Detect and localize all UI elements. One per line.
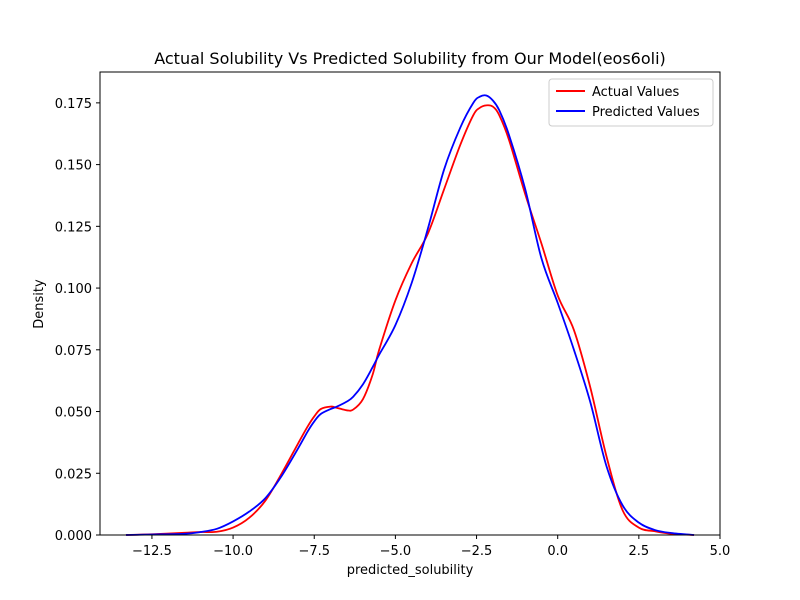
x-tick-label: −7.5	[298, 544, 330, 559]
x-axis-ticks: −12.5 −10.0 −7.5 −5.0 −2.5 0.0 2.5 5.0	[132, 535, 730, 559]
x-tick-label: 0.0	[547, 544, 568, 559]
legend-box	[548, 78, 714, 127]
series-layer	[125, 94, 695, 536]
x-tick-label: 2.5	[629, 544, 650, 559]
y-tick-label: 0.025	[55, 467, 92, 482]
y-tick-label: 0.150	[55, 159, 92, 174]
y-tick-label: 0.050	[55, 406, 92, 421]
legend: Actual Values Predicted Values	[548, 78, 714, 127]
y-tick-label: 0.175	[55, 97, 92, 112]
x-tick-label: −10.0	[213, 544, 253, 559]
series-line-actual	[125, 104, 695, 536]
y-tick-label: 0.000	[55, 529, 92, 544]
y-tick-label: 0.075	[55, 344, 92, 359]
plot-frame	[99, 71, 721, 536]
y-tick-label: 0.125	[55, 220, 92, 235]
x-tick-label: −5.0	[380, 544, 412, 559]
x-tick-label: −2.5	[461, 544, 493, 559]
y-axis-label: Density	[32, 279, 47, 329]
x-axis-label: predicted_solubility	[347, 563, 474, 578]
y-tick-label: 0.100	[55, 282, 92, 297]
legend-label-actual: Actual Values	[592, 85, 680, 100]
x-tick-label: −12.5	[132, 544, 172, 559]
legend-label-predicted: Predicted Values	[592, 105, 700, 120]
chart-title: Actual Solubility Vs Predicted Solubilit…	[154, 49, 666, 68]
series-line-predicted	[125, 94, 695, 536]
y-axis-ticks: 0.000 0.025 0.050 0.075 0.100 0.125 0.150 0.175	[55, 97, 100, 544]
x-tick-label: 5.0	[710, 544, 731, 559]
